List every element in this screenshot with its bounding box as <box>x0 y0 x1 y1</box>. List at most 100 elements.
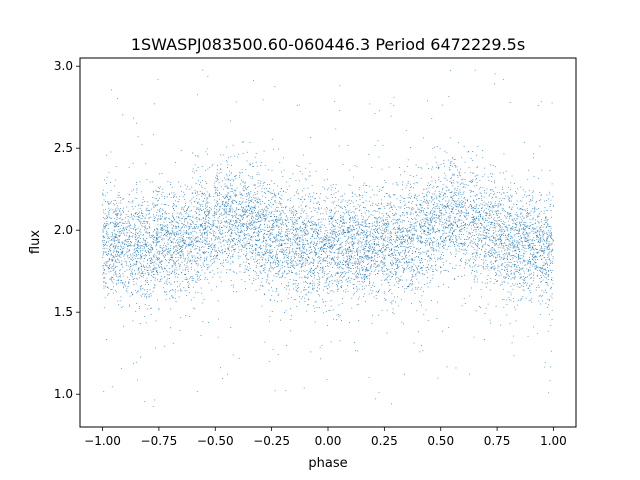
data-point <box>271 257 273 259</box>
data-point <box>494 166 496 168</box>
data-point <box>243 235 245 237</box>
data-point <box>459 243 461 244</box>
data-point <box>514 227 516 229</box>
data-point <box>288 239 290 241</box>
data-point <box>419 226 421 228</box>
data-point <box>161 252 163 254</box>
data-point <box>533 190 534 192</box>
data-point <box>382 253 384 255</box>
data-point <box>511 242 513 243</box>
data-point <box>459 265 461 266</box>
data-point <box>235 195 236 196</box>
data-point <box>485 242 486 244</box>
data-point <box>539 244 541 246</box>
data-point <box>308 298 309 300</box>
data-point <box>132 279 134 280</box>
data-point <box>253 258 255 260</box>
data-point <box>105 264 107 266</box>
data-point <box>208 243 209 245</box>
data-point <box>120 296 122 298</box>
data-point <box>102 192 104 194</box>
data-point <box>414 257 416 259</box>
data-point <box>209 218 211 219</box>
data-point <box>368 275 370 276</box>
data-point <box>276 210 278 212</box>
data-point <box>190 250 192 252</box>
data-point <box>210 224 211 225</box>
data-point <box>278 270 280 272</box>
data-point <box>511 342 513 344</box>
data-point <box>493 232 495 233</box>
data-point <box>265 246 267 248</box>
data-point <box>519 251 521 253</box>
data-point <box>352 265 353 267</box>
data-point <box>334 225 336 227</box>
data-point <box>459 175 461 177</box>
data-point <box>178 227 180 229</box>
data-point <box>175 221 177 223</box>
data-point <box>233 190 235 191</box>
data-point <box>145 265 147 267</box>
data-point <box>103 236 105 237</box>
data-point <box>431 180 433 182</box>
data-point <box>347 280 349 282</box>
data-point <box>347 231 349 233</box>
data-point <box>184 210 186 212</box>
data-point <box>190 248 192 250</box>
data-point <box>281 198 283 200</box>
data-point <box>102 237 104 239</box>
data-point <box>545 218 546 220</box>
data-point <box>519 283 521 285</box>
data-point <box>292 242 294 244</box>
data-point <box>290 319 292 320</box>
data-point <box>295 250 297 252</box>
data-point <box>434 193 436 195</box>
data-point <box>389 279 391 280</box>
data-point <box>197 292 199 293</box>
data-point <box>420 242 422 244</box>
data-point <box>537 333 539 334</box>
data-point <box>103 253 104 254</box>
data-point <box>280 219 282 221</box>
data-point <box>159 251 161 252</box>
data-point <box>493 237 495 239</box>
data-point <box>224 211 226 213</box>
data-point <box>545 263 547 264</box>
data-point <box>105 233 107 234</box>
data-point <box>523 290 525 291</box>
data-point <box>382 144 384 146</box>
data-point <box>463 201 464 203</box>
data-point <box>116 251 117 252</box>
data-point <box>227 199 229 201</box>
data-point <box>295 262 297 264</box>
data-point <box>299 227 300 229</box>
data-point <box>287 266 289 268</box>
data-point <box>448 208 450 210</box>
data-point <box>328 236 330 238</box>
data-point <box>332 282 334 284</box>
data-point <box>226 225 228 227</box>
data-point <box>303 224 304 225</box>
data-point <box>276 234 278 236</box>
data-point <box>469 222 471 224</box>
data-point <box>551 297 553 299</box>
data-point <box>263 268 265 270</box>
data-point <box>262 253 264 255</box>
data-point <box>358 280 360 282</box>
data-point <box>392 253 393 255</box>
data-point <box>388 282 390 283</box>
data-point <box>152 259 154 261</box>
data-point <box>456 166 458 168</box>
data-point <box>234 229 236 231</box>
data-point <box>547 264 548 266</box>
data-point <box>192 168 194 170</box>
data-point <box>396 259 398 261</box>
data-point <box>481 259 482 260</box>
data-point <box>257 240 259 242</box>
data-point <box>435 261 436 262</box>
data-point <box>242 153 244 154</box>
data-point <box>285 236 286 238</box>
data-point <box>318 219 320 220</box>
data-point <box>478 218 480 220</box>
data-point <box>273 241 274 243</box>
